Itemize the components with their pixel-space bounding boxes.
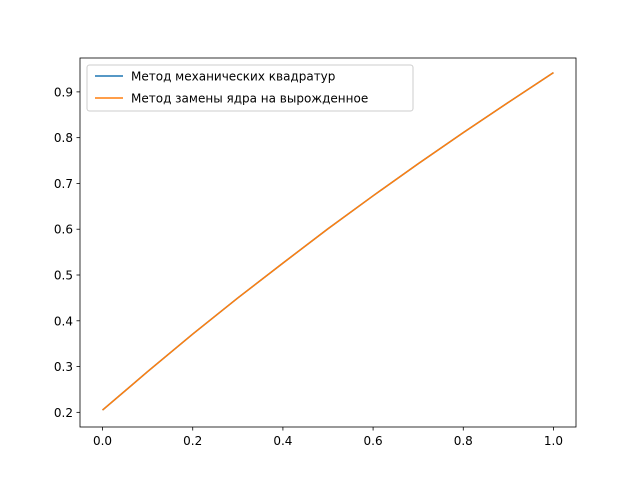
y-tick-label: 0.2 bbox=[54, 406, 73, 420]
plot-area: 0.0 0.2 0.4 0.6 0.8 1.0 0.2 0.3 0.4 0.5 0.6 0.7 0.8 0… bbox=[54, 57, 577, 448]
y-tick-label: 0.3 bbox=[54, 360, 73, 374]
x-tick-label: 0.4 bbox=[273, 434, 292, 448]
x-tick-label: 0.0 bbox=[93, 434, 112, 448]
y-tick-label: 0.4 bbox=[54, 314, 73, 328]
legend-box bbox=[86, 64, 414, 112]
y-tick-label: 0.6 bbox=[54, 223, 73, 237]
legend-label-2: Метод замены ядра на вырожденное bbox=[131, 92, 368, 106]
y-tick-label: 0.5 bbox=[54, 269, 73, 283]
axes-frame bbox=[79, 57, 577, 428]
y-tick-label: 0.7 bbox=[54, 177, 73, 191]
y-tick-label: 0.9 bbox=[54, 85, 73, 99]
series-line-2 bbox=[102, 72, 554, 411]
x-tick-label: 0.2 bbox=[183, 434, 202, 448]
x-tick-label: 0.8 bbox=[454, 434, 473, 448]
x-tick-label: 1.0 bbox=[544, 434, 563, 448]
legend-label-1: Метод механических квадратур bbox=[131, 70, 335, 84]
y-tick-label: 0.8 bbox=[54, 131, 73, 145]
x-tick-label: 0.6 bbox=[364, 434, 383, 448]
